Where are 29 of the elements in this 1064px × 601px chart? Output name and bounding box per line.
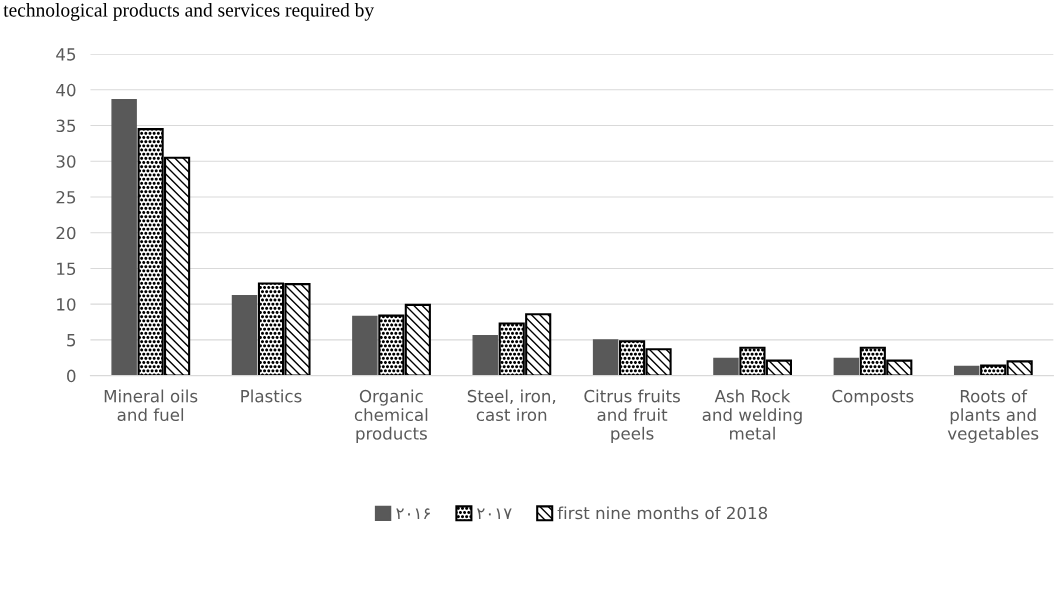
- y-tick-label: 5: [67, 334, 76, 347]
- bar: [111, 99, 137, 376]
- y-tick-label: 0: [67, 369, 76, 383]
- bar: [592, 339, 619, 376]
- text: technological products and services required by: [3, 3, 375, 21]
- x-tick-label: Mineral oils and fuel: [104, 389, 198, 422]
- y-tick-label: 15: [57, 262, 76, 276]
- legend-label: ۲۰۱۷: [477, 508, 512, 520]
- legend-label: first nine months of 2018: [557, 506, 768, 520]
- legend-label: ۲۰۱۶: [396, 508, 430, 520]
- y-tick-label: 40: [56, 83, 76, 97]
- x-tick-label: Roots of plants and vegetables: [947, 389, 1039, 443]
- y-tick-label: 30: [56, 155, 76, 168]
- x-tick-label: Steel, iron, cast iron: [467, 389, 556, 422]
- bar: [833, 357, 860, 376]
- y-tick-label: 45: [56, 48, 76, 61]
- y-tick-label: 35: [56, 119, 76, 133]
- bar: [713, 357, 739, 376]
- y-tick-label: 20: [56, 226, 76, 240]
- x-tick-label: Organic chemical products: [354, 389, 428, 443]
- y-tick-label: 25: [56, 190, 76, 204]
- x-tick-label: Composts: [832, 389, 914, 406]
- x-tick-label: Ash Rock and welding metal: [702, 389, 802, 440]
- x-tick-label: Plastics: [241, 389, 302, 403]
- bar: [352, 315, 378, 376]
- bar: [472, 334, 498, 376]
- x-tick-label: Citrus fruits and fruit peels: [584, 389, 680, 443]
- y-tick-label: 10: [57, 298, 76, 311]
- bar: [231, 294, 258, 376]
